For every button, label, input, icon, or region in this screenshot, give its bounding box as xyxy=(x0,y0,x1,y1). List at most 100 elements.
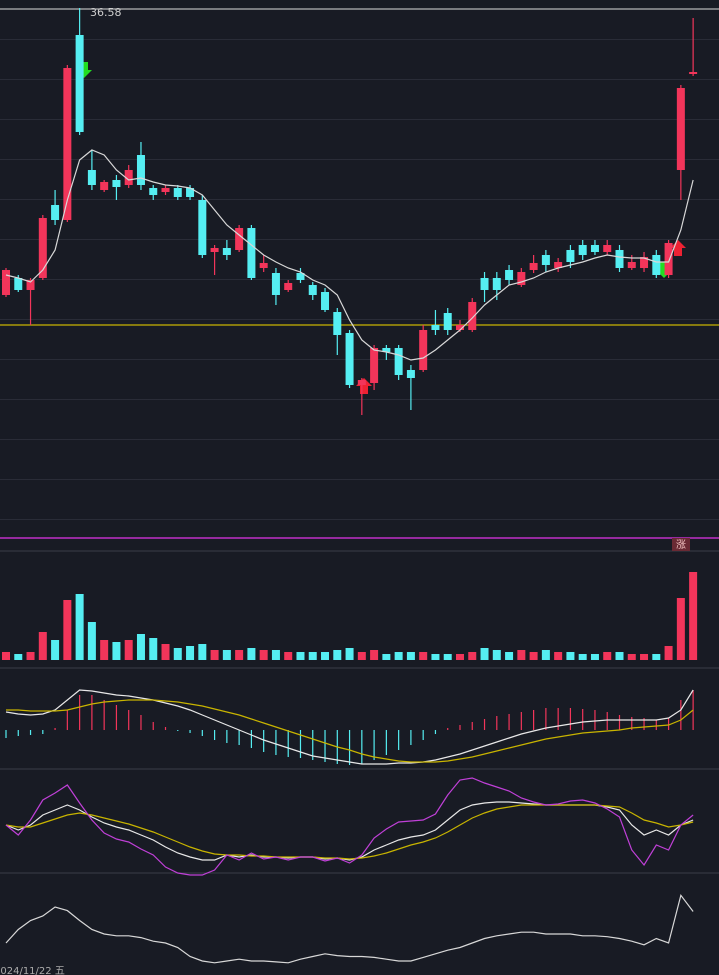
volume-bar xyxy=(394,652,403,660)
candle-body xyxy=(590,245,599,252)
volume-bar xyxy=(406,652,415,660)
candle-body xyxy=(271,273,280,295)
volume-bar xyxy=(271,650,280,660)
candle-body xyxy=(505,270,514,280)
candle-body xyxy=(443,313,452,330)
volume-bar xyxy=(419,652,428,660)
volume-bar xyxy=(480,648,489,660)
volume-bar xyxy=(2,652,10,660)
volume-bar xyxy=(112,642,121,660)
volume-bar xyxy=(186,646,195,660)
candle-body xyxy=(296,273,305,280)
candle-body xyxy=(541,255,550,265)
volume-bar xyxy=(382,654,391,660)
volume-bar xyxy=(652,654,661,660)
candle-body xyxy=(394,348,403,375)
volume-bar xyxy=(431,654,440,660)
volume-bar xyxy=(615,652,624,660)
candle-body xyxy=(664,243,673,275)
volume-bar xyxy=(259,650,268,660)
candle-body xyxy=(14,278,23,290)
candle-body xyxy=(247,228,256,278)
volume-bar xyxy=(345,648,354,660)
indicator-line xyxy=(5,149,694,361)
candle-body xyxy=(345,333,354,385)
candle-body xyxy=(136,155,145,185)
candle-body xyxy=(492,278,501,290)
candle-body xyxy=(26,280,35,290)
volume-bar xyxy=(296,652,305,660)
volume-bar xyxy=(136,634,145,660)
volume-bar xyxy=(333,650,342,660)
volume-bar xyxy=(87,622,96,660)
candle-body xyxy=(210,248,219,252)
date-label: 2024/11/22 五 xyxy=(0,966,65,975)
candle-body xyxy=(112,180,121,187)
volume-bar xyxy=(590,654,599,660)
volume-bar xyxy=(664,646,673,660)
candle-body xyxy=(173,188,182,197)
candle-body xyxy=(640,257,649,268)
candle-body xyxy=(455,325,464,330)
volume-bar xyxy=(63,600,72,660)
volume-bar xyxy=(222,650,231,660)
candle-body xyxy=(554,262,563,268)
candle-body xyxy=(578,245,587,255)
candle-body xyxy=(370,348,379,383)
candle-body xyxy=(468,302,477,330)
candle-body xyxy=(615,250,624,268)
volume-bar xyxy=(455,654,464,660)
volume-bar xyxy=(505,652,514,660)
candle-body xyxy=(235,228,244,250)
volume-bar xyxy=(149,638,158,660)
candle-body xyxy=(198,200,207,255)
candle-body xyxy=(259,263,268,268)
candle-body xyxy=(357,380,366,385)
volume-bar xyxy=(100,640,109,660)
volume-bar xyxy=(38,632,47,660)
candle-body xyxy=(100,182,109,190)
candle-body xyxy=(2,270,10,295)
volume-bar xyxy=(51,640,60,660)
candle-body xyxy=(529,263,538,270)
volume-bar xyxy=(210,650,219,660)
volume-bar xyxy=(566,652,575,660)
grid-background xyxy=(0,0,719,537)
volume-bar xyxy=(640,654,649,660)
volume-bar xyxy=(689,572,698,660)
indicator-line xyxy=(5,893,694,964)
buy-arrow xyxy=(670,240,686,256)
volume-bar xyxy=(75,594,84,660)
candle-body xyxy=(431,325,440,330)
volume-bar xyxy=(357,652,366,660)
volume-bar xyxy=(284,652,293,660)
indicator-line xyxy=(6,699,694,763)
volume-bar xyxy=(14,654,23,660)
tag-box xyxy=(672,538,690,551)
volume-bar xyxy=(603,652,612,660)
volume-bar xyxy=(26,652,35,660)
candle-body xyxy=(382,348,391,352)
candle-body xyxy=(222,248,231,255)
candle-body xyxy=(38,218,47,278)
volume-bar xyxy=(173,648,182,660)
candle-body xyxy=(321,292,330,310)
candle-body xyxy=(689,72,698,74)
volume-bar xyxy=(541,650,550,660)
indicator-line xyxy=(5,801,694,861)
candle-body xyxy=(406,370,415,378)
candle-body xyxy=(480,278,489,290)
candle-body xyxy=(63,68,72,220)
candle-body xyxy=(333,312,342,335)
volume-bar xyxy=(554,652,563,660)
volume-bar xyxy=(492,650,501,660)
candle-body xyxy=(676,88,685,170)
volume-bar xyxy=(529,652,538,660)
indicator-line xyxy=(5,777,694,876)
candle-body xyxy=(75,35,84,132)
volume-bar xyxy=(198,644,207,660)
tag: 涨 xyxy=(676,539,686,551)
candle-body xyxy=(517,272,526,285)
candle-body xyxy=(161,188,170,192)
